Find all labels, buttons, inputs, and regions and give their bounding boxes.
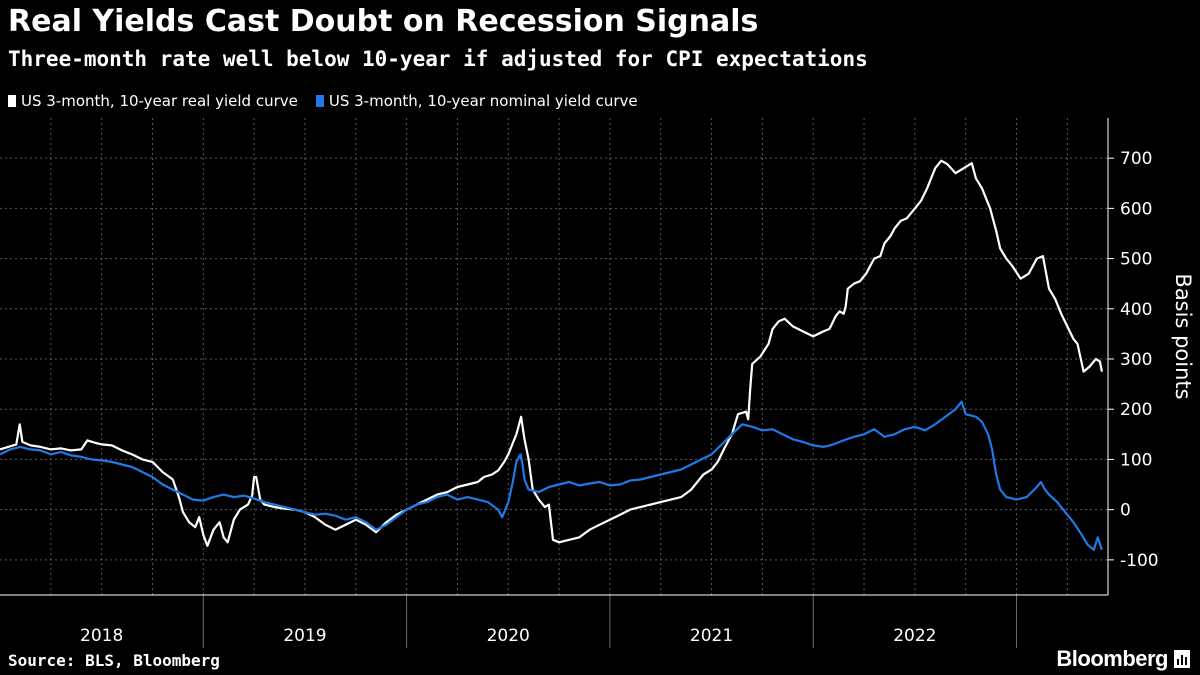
brand-name: Bloomberg [1056, 646, 1168, 671]
legend-label-nominal: US 3-month, 10-year nominal yield curve [328, 92, 638, 110]
chart-title: Real Yields Cast Doubt on Recession Sign… [8, 4, 759, 39]
series-line-real [0, 159, 1103, 547]
x-tick-label: 2022 [893, 626, 936, 646]
legend: US 3-month, 10-year real yield curve US … [8, 90, 638, 112]
bloomberg-terminal-icon [1174, 650, 1190, 668]
y-tick-label: 700 [1120, 149, 1152, 169]
grid [0, 118, 1108, 595]
legend-swatch-nominal [315, 95, 324, 107]
brand-logo: Bloomberg [1056, 645, 1190, 673]
y-tick-label: 600 [1120, 199, 1152, 219]
series-line-nominal [0, 400, 1103, 551]
legend-label-real: US 3-month, 10-year real yield curve [21, 92, 298, 110]
y-tick-label: 200 [1120, 400, 1152, 420]
x-tick-label: 2021 [690, 626, 733, 646]
x-tick-label: 2019 [283, 626, 326, 646]
series-lines [0, 159, 1103, 551]
legend-swatch-real [8, 95, 16, 107]
y-tick-label: 400 [1120, 300, 1152, 320]
x-tick-label: 2018 [80, 626, 123, 646]
source-note: Source: BLS, Bloomberg [8, 651, 220, 670]
y-tick-label: -100 [1120, 551, 1159, 571]
axes: -100 0 100 200 300 400 500 600 700 2018 2019 2020 20… [0, 118, 1159, 648]
y-tick-label: 300 [1120, 350, 1152, 370]
legend-item-real: US 3-month, 10-year real yield curve [8, 92, 298, 110]
legend-item-nominal: US 3-month, 10-year nominal yield curve [315, 92, 638, 110]
x-tick-label: 2020 [487, 626, 530, 646]
y-axis-title: Basis points [1171, 273, 1195, 399]
y-tick-label: 0 [1120, 501, 1131, 521]
chart-subtitle: Three-month rate well below 10-year if a… [8, 47, 868, 71]
y-tick-label: 100 [1120, 450, 1152, 470]
y-tick-label: 500 [1120, 250, 1152, 270]
